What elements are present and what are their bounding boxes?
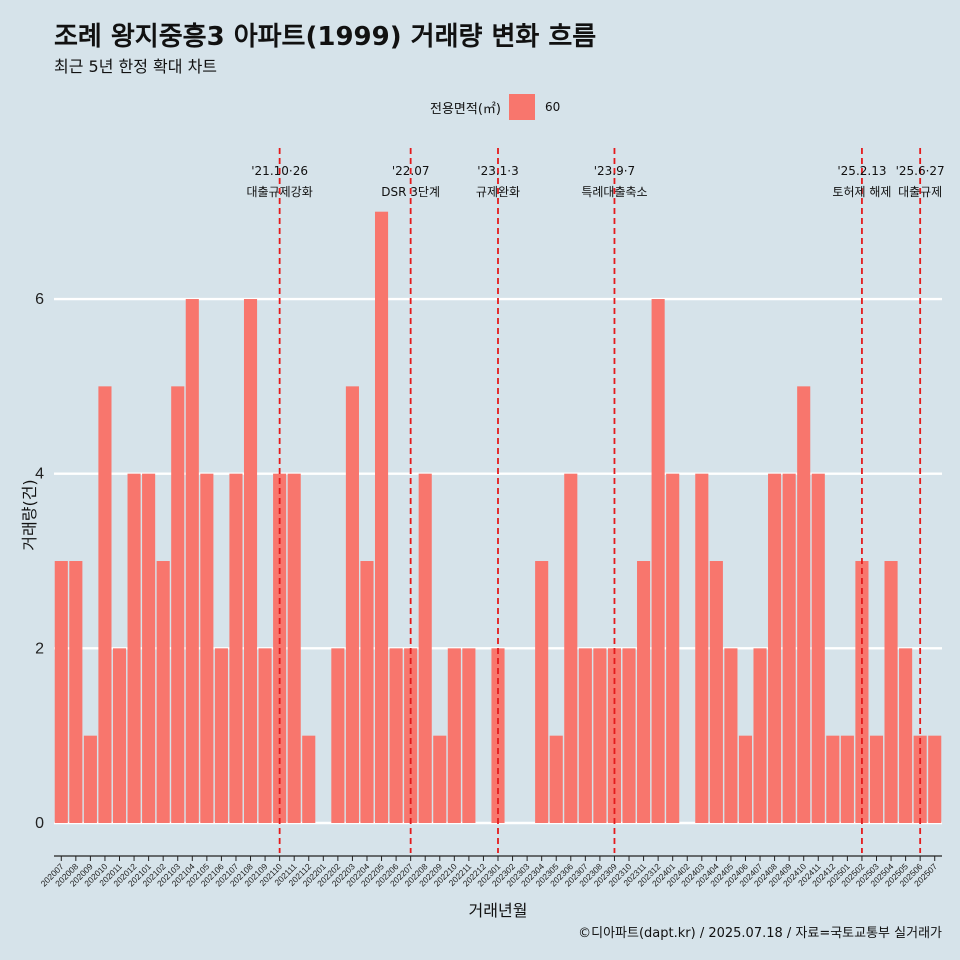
event-date-label: '23.9·7 <box>594 164 635 178</box>
bar <box>899 648 913 823</box>
bar <box>928 735 942 823</box>
bar <box>840 735 854 823</box>
event-text-label: 특례대출축소 <box>581 185 647 199</box>
legend-title: 전용면적(㎡) <box>430 101 501 117</box>
event-date-label: '22.07 <box>392 164 430 178</box>
x-axis-title: 거래년월 <box>468 901 528 920</box>
bar <box>462 648 476 823</box>
bar <box>83 735 97 823</box>
bar <box>389 648 403 823</box>
bar <box>112 648 127 823</box>
bar <box>549 735 563 823</box>
event-text-label: 대출규제강화 <box>247 185 313 199</box>
bar <box>651 299 665 823</box>
bar <box>69 561 83 823</box>
legend-swatch <box>508 94 535 120</box>
bar <box>637 561 651 823</box>
bar <box>418 473 432 823</box>
bar <box>826 735 840 823</box>
event-text-label: 토허제 해제 <box>832 185 891 199</box>
chart-title: 조례 왕지중흥3 아파트(1999) 거래량 변화 흐름 <box>54 22 597 52</box>
bar <box>622 648 636 823</box>
bar <box>578 648 592 823</box>
bar <box>666 473 680 823</box>
event-date-label: '25.2.13 <box>837 164 886 178</box>
bar <box>200 473 214 823</box>
bar <box>724 648 738 823</box>
bar <box>535 561 549 823</box>
event-date-label: '23.1·3 <box>477 164 518 178</box>
bar <box>753 648 767 823</box>
bar <box>229 473 243 823</box>
y-tick-label: 6 <box>35 291 44 308</box>
legend-item-label: 60 <box>544 100 561 114</box>
legend: 전용면적(㎡) 60 <box>430 94 560 120</box>
bar <box>607 648 622 823</box>
bar <box>345 386 359 823</box>
y-tick-label: 2 <box>35 640 44 657</box>
bar <box>695 473 709 823</box>
event-date-label: '25.6·27 <box>896 164 945 178</box>
bar <box>811 473 825 823</box>
bar <box>709 561 723 823</box>
bar <box>156 561 170 823</box>
event-text-label: DSR 3단계 <box>381 185 440 199</box>
bar <box>491 648 505 823</box>
chart-subtitle: 최근 5년 한정 확대 차트 <box>54 57 218 76</box>
bar <box>127 473 141 823</box>
bar <box>869 735 884 823</box>
bar <box>564 473 578 823</box>
bar <box>447 648 461 823</box>
bar <box>433 735 447 823</box>
bar <box>404 648 418 823</box>
bar <box>782 473 796 823</box>
event-text-label: 대출규제 <box>898 185 942 199</box>
bar <box>302 735 316 823</box>
y-tick-label: 0 <box>35 815 44 832</box>
bar <box>360 561 374 823</box>
bar <box>287 473 301 823</box>
bar <box>797 386 811 823</box>
bar <box>171 386 185 823</box>
bar <box>54 561 68 823</box>
bar <box>768 473 782 823</box>
bar <box>214 648 228 823</box>
y-tick-label: 4 <box>35 466 44 483</box>
bar <box>331 648 345 823</box>
bar <box>593 648 607 823</box>
event-date-label: '21.10·26 <box>251 164 308 178</box>
bar <box>98 386 112 823</box>
bar <box>884 561 898 823</box>
bar <box>738 735 753 823</box>
bar <box>243 299 258 823</box>
bar <box>142 473 156 823</box>
event-text-label: 규제완화 <box>476 185 520 199</box>
bar <box>374 211 389 823</box>
bar <box>258 648 272 823</box>
source-caption: ©디아파트(dapt.kr) / 2025.07.18 / 자료=국토교통부 실… <box>578 926 942 941</box>
bar <box>185 299 199 823</box>
